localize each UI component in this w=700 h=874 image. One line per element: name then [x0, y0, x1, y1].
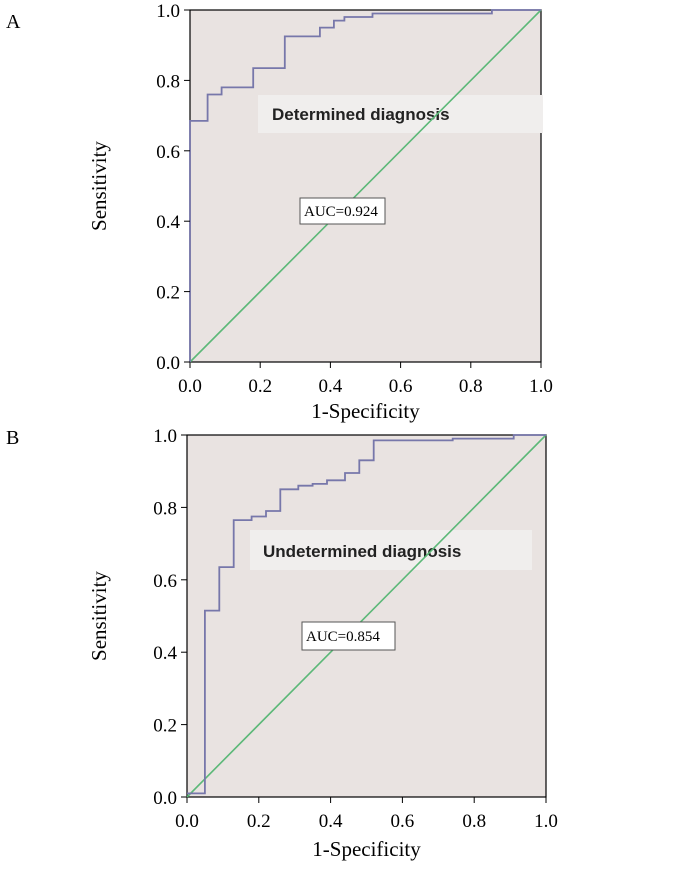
roc-panel-b: B Undetermined diagnosis AUC=0.854 0.0 0.2 0.… [6, 426, 558, 861]
annotation-box [250, 530, 532, 570]
x-tick-label: 0.2 [248, 376, 272, 397]
y-tick-label: 0.6 [153, 571, 177, 592]
x-tick-label: 0.8 [459, 376, 483, 397]
x-tick-label: 0.2 [247, 811, 271, 832]
y-tick-label: 0.6 [156, 142, 180, 163]
y-tick-label: 0.4 [153, 643, 177, 664]
y-tick-label: 0.2 [153, 716, 177, 737]
y-tick-label: 0.0 [156, 353, 180, 374]
y-axis-title: Sensitivity [87, 141, 111, 231]
roc-panel-a: A Determined diagnosis AUC=0.924 0.0 0.2 0.4 0… [6, 1, 553, 423]
y-tick-label: 1.0 [153, 426, 177, 447]
y-tick-label: 0.0 [153, 788, 177, 809]
x-tick-label: 0.6 [391, 811, 415, 832]
auc-label: AUC=0.854 [306, 629, 380, 645]
x-tick-label: 0.6 [389, 376, 413, 397]
auc-box [301, 621, 396, 651]
auc-label: AUC=0.924 [304, 204, 378, 220]
x-tick-label: 1.0 [529, 376, 553, 397]
auc-box [299, 197, 386, 225]
x-axis-title: 1-Specificity [312, 837, 421, 861]
panel-label: B [6, 427, 19, 449]
annotation-box [258, 95, 543, 133]
panel-label: A [6, 11, 21, 33]
x-tick-label: 1.0 [534, 811, 558, 832]
y-tick-label: 0.8 [156, 71, 180, 92]
y-tick-label: 0.4 [156, 212, 180, 233]
y-tick-label: 0.8 [153, 498, 177, 519]
x-tick-label: 0.0 [178, 376, 202, 397]
x-axis-title: 1-Specificity [311, 399, 420, 423]
y-axis-title: Sensitivity [87, 571, 111, 661]
x-tick-label: 0.0 [175, 811, 199, 832]
y-tick-label: 1.0 [156, 1, 180, 22]
reference-line [186, 434, 547, 798]
x-tick-label: 0.4 [319, 811, 343, 832]
reference-line [189, 9, 542, 363]
roc-curve [189, 9, 541, 362]
x-tick-label: 0.8 [462, 811, 486, 832]
roc-curve [187, 434, 546, 795]
annotation-label: Undetermined diagnosis [263, 542, 461, 561]
x-tick-label: 0.4 [319, 376, 343, 397]
y-tick-label: 0.2 [156, 283, 180, 304]
annotation-label: Determined diagnosis [272, 105, 450, 124]
